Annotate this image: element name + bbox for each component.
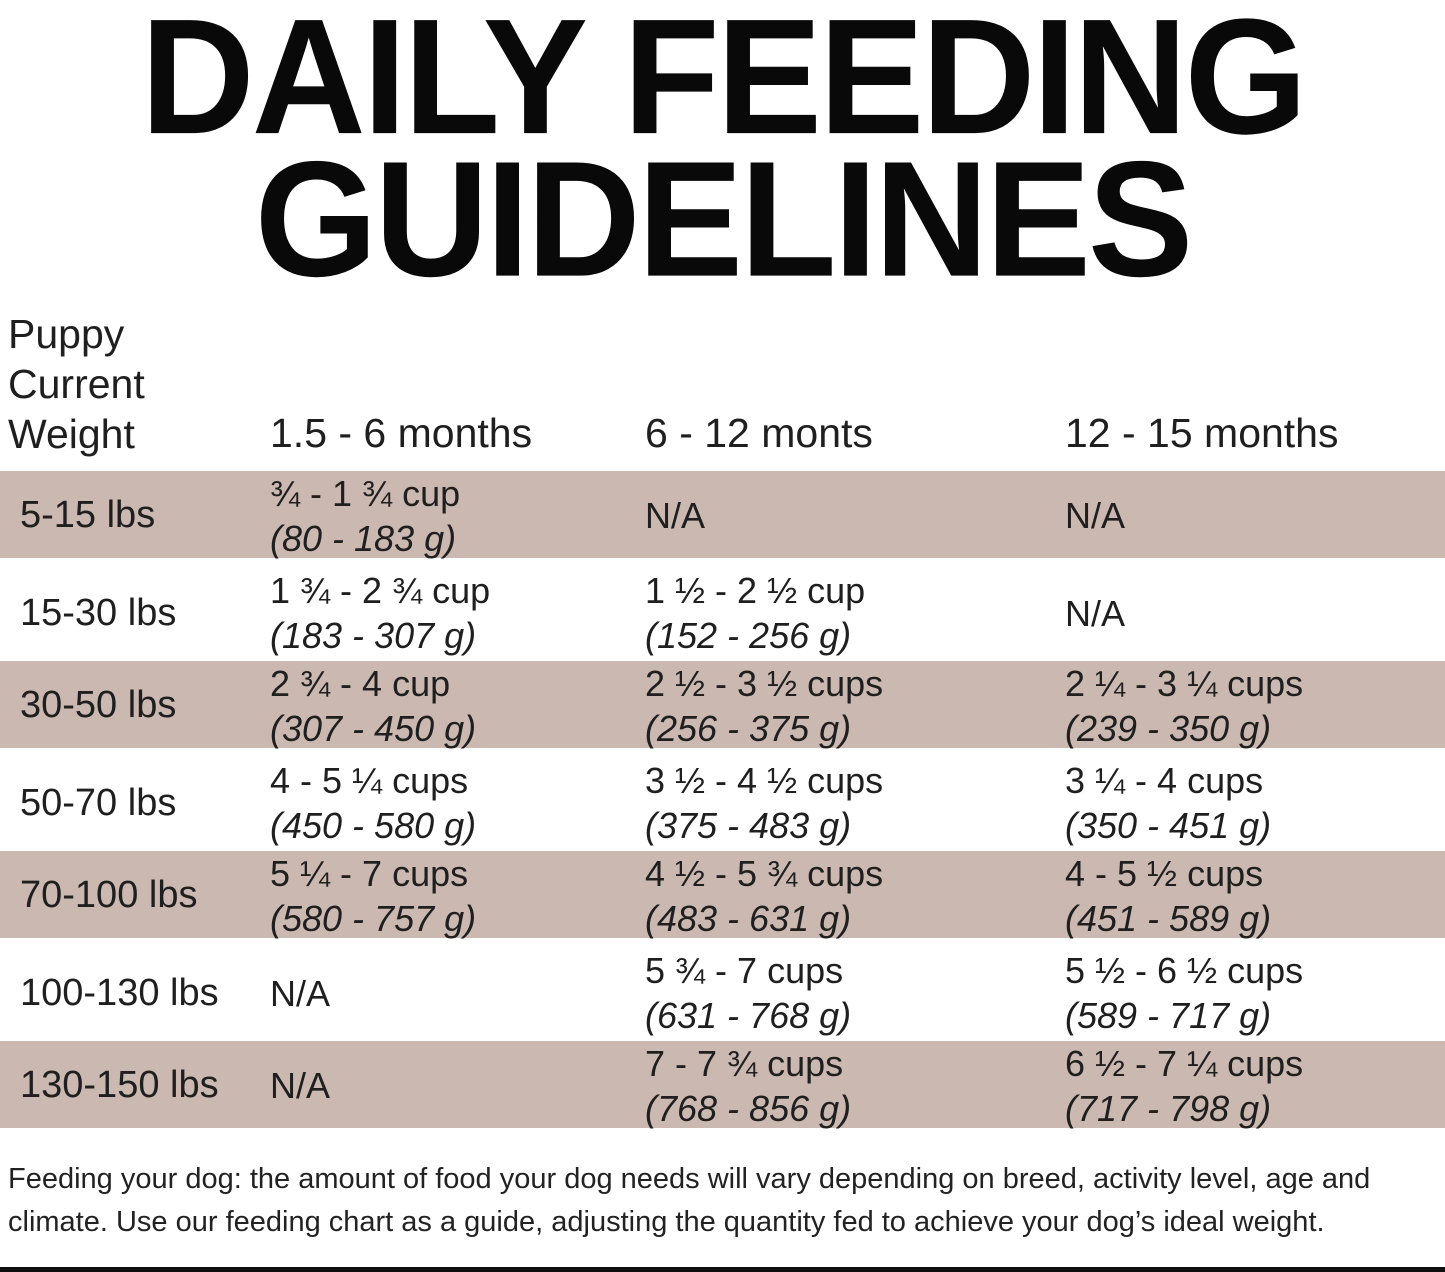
- weight-range-label: 50-70 lbs: [20, 781, 177, 824]
- cups-value: 4 - 5 ½ cups: [1065, 852, 1264, 894]
- grams-value: (239 - 350 g): [1065, 707, 1272, 749]
- grams-value: (183 - 307 g): [270, 615, 477, 657]
- footer-paragraph-feeding: Feeding your dog: the amount of food you…: [8, 1162, 1371, 1239]
- grams-value: (152 - 256 g): [645, 615, 852, 657]
- grams-value: (307 - 450 g): [270, 707, 477, 749]
- table-row: 70-100 lbs 5 ¼ - 7 cups (580 - 757 g) 4 …: [0, 850, 1445, 946]
- cups-value: 4 ½ - 5 ¾ cups: [645, 852, 884, 894]
- weight-range-label: 100-130 lbs: [20, 971, 219, 1014]
- table-header-row: Puppy Current Weight 1.5 - 6 months 6 - …: [0, 309, 1445, 471]
- column-header-1-5-6-months: 1.5 - 6 months: [270, 409, 533, 456]
- page-title-line-2: GUIDELINES: [254, 128, 1194, 312]
- bottom-divider: [0, 1267, 1445, 1272]
- cups-value: 6 ½ - 7 ¼ cups: [1065, 1042, 1304, 1084]
- feed-amount-cell: N/A: [270, 1063, 645, 1108]
- feed-amount-cell: 2 ½ - 3 ½ cups (256 - 375 g): [645, 661, 1065, 751]
- weight-range-label: 130-150 lbs: [20, 1064, 219, 1107]
- feed-amount-cell: 2 ¾ - 4 cup (307 - 450 g): [270, 661, 645, 751]
- cups-value: 4 - 5 ¼ cups: [270, 760, 469, 802]
- weight-range-label: 70-100 lbs: [20, 874, 198, 917]
- table-row: 50-70 lbs 4 - 5 ¼ cups (450 - 580 g) 3 ½…: [0, 756, 1445, 851]
- feed-amount-cell: 5 ¼ - 7 cups (580 - 757 g): [270, 851, 645, 941]
- cups-value: 2 ¾ - 4 cup: [270, 662, 451, 704]
- feed-amount-cell: 4 - 5 ¼ cups (450 - 580 g): [270, 758, 645, 848]
- cups-value: ¾ - 1 ¾ cup: [270, 472, 461, 514]
- table-row: 15-30 lbs 1 ¾ - 2 ¾ cup (183 - 307 g) 1 …: [0, 566, 1445, 661]
- table-row: 100-130 lbs N/A 5 ¾ - 7 cups (631 - 768 …: [0, 946, 1445, 1041]
- table-row: 5-15 lbs ¾ - 1 ¾ cup (80 - 183 g) N/A N/…: [0, 470, 1445, 566]
- column-header-puppy-weight: Puppy Current Weight: [8, 310, 145, 457]
- cups-value: 1 ½ - 2 ½ cup: [645, 570, 866, 612]
- footer-notes: Feeding your dog: the amount of food you…: [0, 1136, 1445, 1272]
- feed-amount-cell: 4 ½ - 5 ¾ cups (483 - 631 g): [645, 851, 1065, 941]
- grams-value: (451 - 589 g): [1065, 897, 1272, 939]
- grams-value: (768 - 856 g): [645, 1087, 852, 1129]
- grams-value: (80 - 183 g): [270, 517, 457, 559]
- feed-amount-cell: N/A: [270, 971, 645, 1016]
- cups-value: N/A: [270, 972, 331, 1014]
- grams-value: (375 - 483 g): [645, 805, 852, 847]
- column-header-12-15-months: 12 - 15 months: [1065, 409, 1339, 456]
- feed-amount-cell: ¾ - 1 ¾ cup (80 - 183 g): [270, 471, 645, 561]
- feed-amount-cell: N/A: [645, 493, 1065, 538]
- grams-value: (450 - 580 g): [270, 805, 477, 847]
- feed-amount-cell: 4 - 5 ½ cups (451 - 589 g): [1065, 851, 1445, 941]
- page-title-line-1: DAILY FEEDING: [140, 0, 1308, 169]
- grams-value: (350 - 451 g): [1065, 805, 1272, 847]
- weight-range-label: 15-30 lbs: [20, 591, 177, 634]
- grams-value: (256 - 375 g): [645, 707, 852, 749]
- grams-value: (483 - 631 g): [645, 897, 852, 939]
- table-row: 130-150 lbs N/A 7 - 7 ¾ cups (768 - 856 …: [0, 1040, 1445, 1136]
- feed-amount-cell: 7 - 7 ¾ cups (768 - 856 g): [645, 1041, 1065, 1131]
- cups-value: N/A: [270, 1065, 331, 1107]
- page-title: DAILY FEEDING GUIDELINES: [0, 0, 1445, 312]
- feed-amount-cell: N/A: [1065, 493, 1445, 538]
- feed-amount-cell: N/A: [1065, 591, 1445, 636]
- feed-amount-cell: 3 ¼ - 4 cups (350 - 451 g): [1065, 758, 1445, 848]
- column-header-6-12-months: 6 - 12 monts: [645, 409, 873, 456]
- cups-value: 5 ¼ - 7 cups: [270, 852, 469, 894]
- cups-value: 1 ¾ - 2 ¾ cup: [270, 570, 491, 612]
- cups-value: 5 ½ - 6 ½ cups: [1065, 950, 1304, 992]
- feed-amount-cell: 2 ¼ - 3 ¼ cups (239 - 350 g): [1065, 661, 1445, 751]
- cups-value: 5 ¾ - 7 cups: [645, 950, 844, 992]
- cups-value: N/A: [1065, 592, 1126, 634]
- feed-amount-cell: 1 ¾ - 2 ¾ cup (183 - 307 g): [270, 568, 645, 658]
- table-row: 30-50 lbs 2 ¾ - 4 cup (307 - 450 g) 2 ½ …: [0, 660, 1445, 756]
- feed-amount-cell: 1 ½ - 2 ½ cup (152 - 256 g): [645, 568, 1065, 658]
- grams-value: (631 - 768 g): [645, 995, 852, 1037]
- feed-amount-cell: 5 ¾ - 7 cups (631 - 768 g): [645, 948, 1065, 1038]
- cups-value: 2 ¼ - 3 ¼ cups: [1065, 662, 1304, 704]
- cups-value: 3 ½ - 4 ½ cups: [645, 760, 884, 802]
- cups-value: 2 ½ - 3 ½ cups: [645, 662, 884, 704]
- weight-range-label: 30-50 lbs: [20, 684, 177, 727]
- cups-value: 7 - 7 ¾ cups: [645, 1042, 844, 1084]
- cups-value: N/A: [645, 495, 706, 537]
- feed-amount-cell: 5 ½ - 6 ½ cups (589 - 717 g): [1065, 948, 1445, 1038]
- cups-value: 3 ¼ - 4 cups: [1065, 760, 1264, 802]
- grams-value: (589 - 717 g): [1065, 995, 1272, 1037]
- grams-value: (580 - 757 g): [270, 897, 477, 939]
- grams-value: (717 - 798 g): [1065, 1087, 1272, 1129]
- feed-amount-cell: 6 ½ - 7 ¼ cups (717 - 798 g): [1065, 1041, 1445, 1131]
- feed-amount-cell: 3 ½ - 4 ½ cups (375 - 483 g): [645, 758, 1065, 848]
- cups-value: N/A: [1065, 495, 1126, 537]
- weight-range-label: 5-15 lbs: [20, 494, 156, 537]
